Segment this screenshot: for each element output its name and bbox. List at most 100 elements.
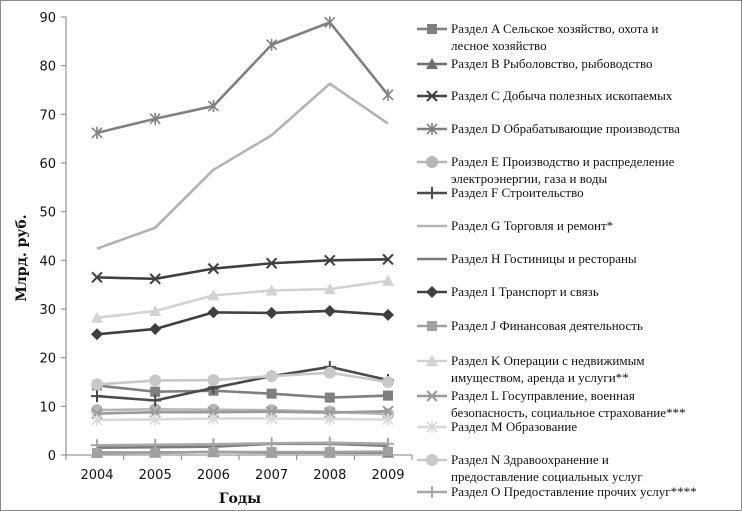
data-point	[323, 436, 336, 449]
legend-marker	[427, 24, 437, 34]
legend-label-line: Раздел I Транспорт и связь	[451, 284, 599, 299]
data-point	[323, 283, 336, 295]
data-point	[324, 254, 336, 267]
data-point	[149, 322, 162, 335]
legend-label: Раздел H Гостиницы и рестораны	[451, 251, 637, 266]
data-point	[91, 390, 103, 403]
legend-label-line: электроэнергии, газа и воды	[451, 171, 608, 186]
x-tick-label: 2009	[371, 468, 404, 483]
legend-marker	[426, 156, 438, 168]
legend-label-line: безопасность, социальное страхование***	[451, 405, 686, 420]
legend-label: Раздел D Обрабатывающие производства	[451, 121, 680, 136]
data-point	[324, 447, 335, 458]
data-point	[149, 394, 162, 407]
data-point	[265, 257, 278, 269]
legend-label: Раздел B Рыболовство, рыбоводство	[451, 56, 653, 71]
data-point	[91, 413, 103, 426]
legend-label-line: Раздел B Рыболовство, рыбоводство	[451, 56, 653, 71]
x-tick-label: 2004	[80, 468, 113, 483]
legend-label: Раздел K Операции с недвижимым имуществом…	[451, 353, 645, 385]
y-tick-label: 70	[39, 108, 56, 123]
legend-label: Раздел C Добыча полезных ископаемых	[451, 88, 673, 103]
data-point	[91, 328, 103, 341]
legend-label: Раздел O Предоставление прочих услуг****	[451, 484, 697, 499]
y-tick-label: 40	[39, 254, 56, 269]
y-tick-label: 30	[39, 303, 56, 318]
data-point	[266, 412, 278, 425]
x-tick-label: 2007	[255, 468, 288, 483]
legend-label-line: Раздел H Гостиницы и рестораны	[451, 251, 637, 266]
data-point	[323, 366, 336, 379]
y-tick-label: 90	[39, 11, 56, 26]
x-axis-title: Годы	[219, 491, 261, 507]
legend-label-line: Раздел M Образование	[451, 419, 577, 434]
data-point	[207, 412, 219, 425]
series-line-9	[96, 309, 389, 336]
plot-area	[91, 16, 394, 459]
legend-label-line: Раздел L Госуправление, военная	[451, 388, 635, 403]
data-point	[91, 271, 103, 284]
data-point	[323, 304, 336, 317]
data-point	[265, 284, 278, 296]
y-tick-label: 20	[39, 352, 56, 367]
y-tick-label: 60	[39, 157, 56, 172]
data-point	[91, 378, 103, 391]
data-point	[149, 273, 161, 285]
data-point	[266, 447, 277, 458]
data-point	[382, 376, 394, 388]
series-line-13	[96, 417, 389, 422]
data-point	[149, 374, 162, 387]
data-point	[383, 446, 393, 457]
legend-marker	[426, 355, 438, 366]
data-point	[91, 126, 103, 139]
data-point	[208, 447, 219, 458]
data-point	[207, 289, 220, 301]
series-line-6	[96, 365, 389, 402]
data-point	[150, 447, 161, 458]
series-line-3	[96, 258, 389, 281]
legend-label-line: Раздел D Обрабатывающие производства	[451, 121, 680, 136]
y-tick-label: 0	[48, 449, 56, 464]
data-point	[207, 100, 219, 113]
legend-label-line: лесное хозяйство	[451, 38, 547, 53]
legend-label-line: Раздел E Производство и распределение	[451, 154, 675, 169]
legend-marker	[427, 321, 437, 331]
data-point	[382, 405, 394, 417]
series-line-11	[96, 279, 389, 320]
legend-label-line: имуществом, аренда и услуги**	[451, 370, 629, 385]
x-tick-label: 2008	[313, 468, 346, 483]
data-point	[382, 437, 394, 450]
series-line-4	[96, 21, 390, 135]
data-point	[324, 16, 336, 29]
data-point	[91, 439, 103, 452]
data-point	[382, 308, 394, 321]
legend-label: Раздел N Здравоохранение и предоставление…	[451, 452, 643, 484]
legend-marker	[426, 286, 438, 298]
data-point	[265, 370, 278, 383]
legend-label-line: Раздел J Финансовая деятельность	[451, 318, 643, 333]
data-point	[382, 253, 394, 266]
data-point	[92, 448, 102, 459]
legend-label-line: Раздел O Предоставление прочих услуг****	[451, 484, 697, 499]
data-point	[265, 404, 278, 417]
data-point	[149, 304, 162, 316]
legend-label-line: предоставление социальных услуг	[451, 469, 643, 484]
data-point	[207, 374, 220, 387]
legend: Раздел A Сельское хозяйство, охота и лесн…	[417, 21, 697, 499]
series-line-12	[96, 409, 389, 415]
series-line-14	[96, 371, 389, 386]
legend-marker	[426, 90, 438, 102]
x-tick-label: 2005	[139, 468, 172, 483]
data-point	[150, 386, 161, 397]
data-point	[149, 438, 162, 451]
legend-label: Раздел J Финансовая деятельность	[451, 318, 643, 333]
legend-label: Раздел E Производство и распределение эле…	[451, 154, 675, 186]
legend-marker	[426, 58, 438, 69]
data-point	[91, 311, 103, 323]
legend-label-line: Раздел N Здравоохранение и	[451, 452, 609, 467]
data-point	[324, 412, 336, 425]
legend-marker	[426, 390, 438, 402]
legend-label: Раздел L Госуправление, военная безопасно…	[451, 388, 686, 420]
axes: 0 10 20 30 40 50 60 70 80 90 2004 2005 2006 2007 2008 2…	[39, 11, 413, 483]
